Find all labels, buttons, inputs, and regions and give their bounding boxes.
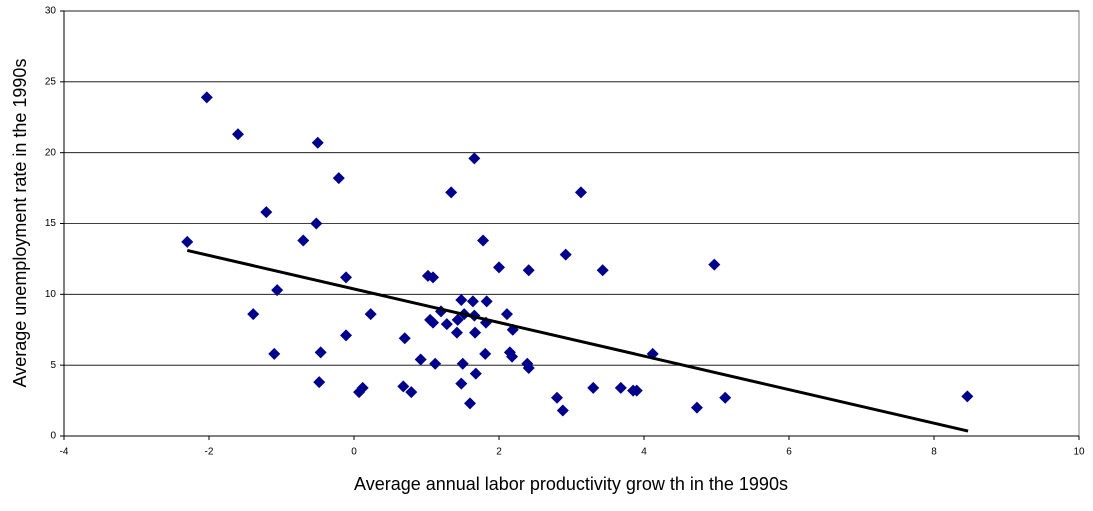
point: [493, 261, 505, 274]
y-tick-label: 20: [45, 147, 57, 158]
point: [719, 391, 732, 404]
point: [574, 186, 587, 199]
point: [630, 384, 643, 397]
point: [445, 186, 458, 199]
y-tick-label: 25: [45, 76, 57, 87]
point: [427, 316, 440, 329]
point: [708, 258, 721, 271]
point: [427, 271, 440, 284]
point: [556, 404, 569, 417]
x-axis-title: Average annual labor productivity grow t…: [354, 474, 788, 494]
y-tick-label: 10: [45, 289, 57, 300]
point: [429, 357, 442, 370]
point: [397, 380, 410, 393]
point: [961, 390, 974, 403]
point: [614, 381, 627, 394]
trendline: [186, 248, 969, 433]
point: [506, 350, 519, 363]
point: [477, 234, 490, 247]
point: [313, 376, 326, 389]
y-tick-label: 0: [50, 431, 56, 442]
point: [398, 332, 411, 345]
point: [271, 284, 284, 297]
y-tick-label: 5: [50, 360, 56, 371]
point: [340, 271, 353, 284]
point: [450, 326, 463, 339]
point: [466, 295, 479, 308]
point: [181, 235, 194, 248]
point: [314, 346, 327, 359]
point: [690, 401, 703, 414]
point: [455, 294, 468, 306]
point: [311, 136, 324, 149]
point: [559, 248, 572, 261]
point: [479, 347, 492, 360]
point: [464, 397, 476, 410]
y-axis-title: Average unemployment rate in the 1990s: [10, 59, 30, 388]
point: [500, 308, 513, 321]
x-tick-label: 0: [351, 447, 357, 458]
point: [551, 391, 563, 404]
point: [522, 264, 535, 277]
point: [587, 381, 600, 394]
point: [268, 347, 281, 360]
x-tick-label: 2: [496, 447, 502, 458]
point: [260, 206, 273, 219]
point: [451, 313, 464, 326]
point: [247, 308, 260, 321]
y-tick-label: 15: [45, 218, 57, 229]
point: [297, 234, 310, 247]
x-tick-label: 10: [1073, 447, 1085, 458]
point: [340, 329, 353, 342]
point: [468, 152, 481, 165]
point: [522, 362, 535, 374]
point: [440, 318, 453, 331]
point: [332, 172, 345, 185]
y-tick-label: 30: [45, 6, 57, 17]
point: [200, 91, 213, 104]
point: [310, 217, 323, 230]
point: [414, 353, 427, 366]
x-tick-label: -2: [205, 447, 214, 458]
point: [456, 357, 469, 370]
point: [232, 128, 244, 141]
x-tick-label: 6: [786, 447, 792, 458]
point: [364, 308, 377, 321]
point: [469, 326, 482, 339]
x-tick-label: -4: [60, 447, 69, 458]
point: [480, 295, 493, 308]
x-tick-label: 4: [641, 447, 647, 458]
point: [356, 381, 369, 394]
x-tick-label: 8: [931, 447, 937, 458]
point: [596, 264, 609, 277]
point: [405, 386, 418, 399]
point: [469, 367, 482, 380]
point: [455, 377, 468, 390]
